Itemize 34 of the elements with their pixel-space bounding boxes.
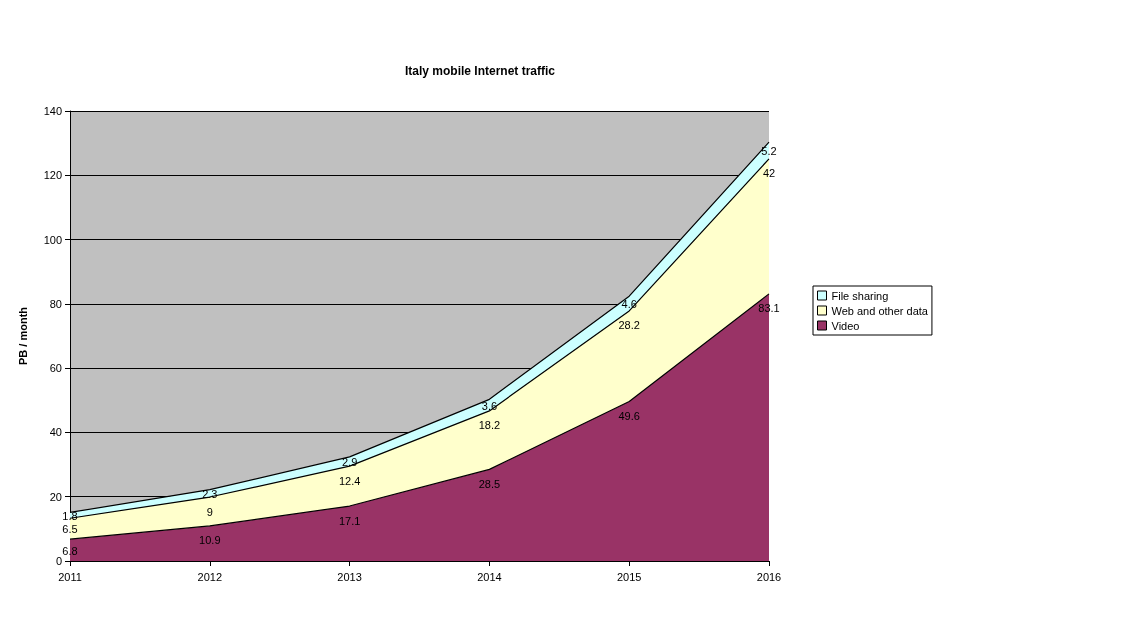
data-label: 3.6 bbox=[481, 399, 498, 412]
data-label: 6.8 bbox=[62, 544, 78, 557]
y-tick-label: 140 bbox=[43, 105, 62, 117]
data-label: 42 bbox=[762, 167, 776, 180]
y-tick-label: 0 bbox=[55, 555, 62, 567]
x-tick-label: 2013 bbox=[337, 570, 362, 583]
legend-label: Video bbox=[831, 319, 860, 332]
x-tick-label: 2015 bbox=[616, 570, 642, 583]
legend-label: Web and other data bbox=[831, 304, 929, 317]
y-tick-label: 120 bbox=[43, 169, 62, 182]
data-label: 12.4 bbox=[338, 474, 361, 487]
y-axis-title: PB / month bbox=[16, 306, 29, 366]
y-tick-label: 40 bbox=[49, 426, 62, 439]
x-tick-label: 2011 bbox=[58, 570, 82, 583]
data-label: 28.2 bbox=[618, 319, 640, 332]
legend-label: File sharing bbox=[831, 289, 889, 302]
data-label: 28.5 bbox=[478, 477, 501, 490]
x-tick-label: 2012 bbox=[197, 570, 223, 583]
data-label: 18.2 bbox=[478, 419, 501, 432]
y-tick-label: 100 bbox=[43, 233, 62, 246]
data-label: 5.2 bbox=[761, 145, 777, 158]
data-label: 9 bbox=[206, 505, 213, 518]
chart-title: Italy mobile Internet traffic bbox=[404, 64, 556, 78]
data-label: 1.8 bbox=[62, 509, 78, 522]
x-tick-label: 2014 bbox=[477, 570, 502, 583]
y-tick-label: 80 bbox=[49, 297, 62, 310]
y-tick-label: 20 bbox=[49, 490, 62, 503]
data-label: 2.9 bbox=[341, 456, 358, 469]
x-tick-label: 2016 bbox=[756, 570, 782, 583]
y-tick-label: 60 bbox=[49, 362, 62, 375]
data-label: 6.5 bbox=[62, 523, 78, 536]
data-label: 10.9 bbox=[199, 534, 221, 547]
data-label: 49.6 bbox=[618, 410, 640, 423]
data-label: 17.1 bbox=[338, 514, 361, 527]
